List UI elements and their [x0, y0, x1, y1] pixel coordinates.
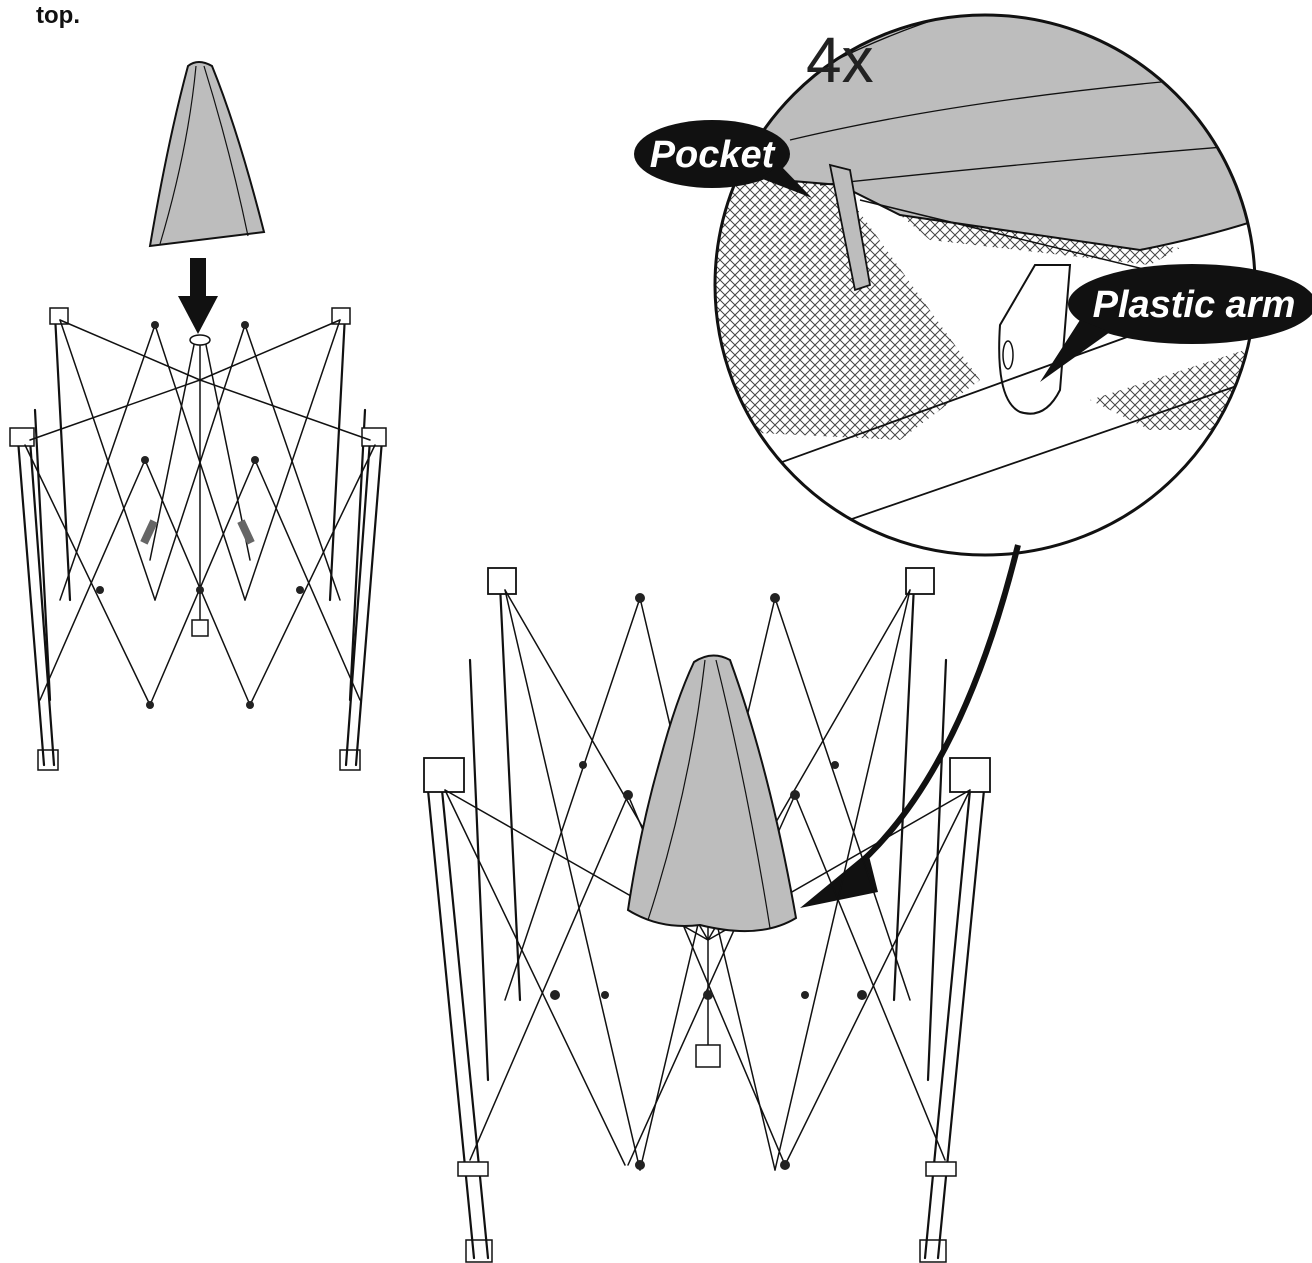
pocket-callout: Pocket — [634, 120, 812, 198]
down-arrow-icon — [178, 258, 218, 334]
canopy-top-folded — [148, 61, 266, 248]
canopy-frame-small — [9, 307, 387, 771]
instruction-fragment: top. — [36, 2, 80, 29]
canopy-top-placed — [626, 654, 798, 933]
plastic-arm-label: Plastic arm — [1093, 284, 1296, 326]
plastic-arm-callout: Plastic arm — [1040, 264, 1312, 382]
pointer-arrow-icon — [800, 544, 1021, 908]
pocket-label: Pocket — [650, 134, 776, 176]
quantity-multiplier: 4x — [806, 24, 874, 96]
detail-magnifier — [713, 13, 1257, 557]
